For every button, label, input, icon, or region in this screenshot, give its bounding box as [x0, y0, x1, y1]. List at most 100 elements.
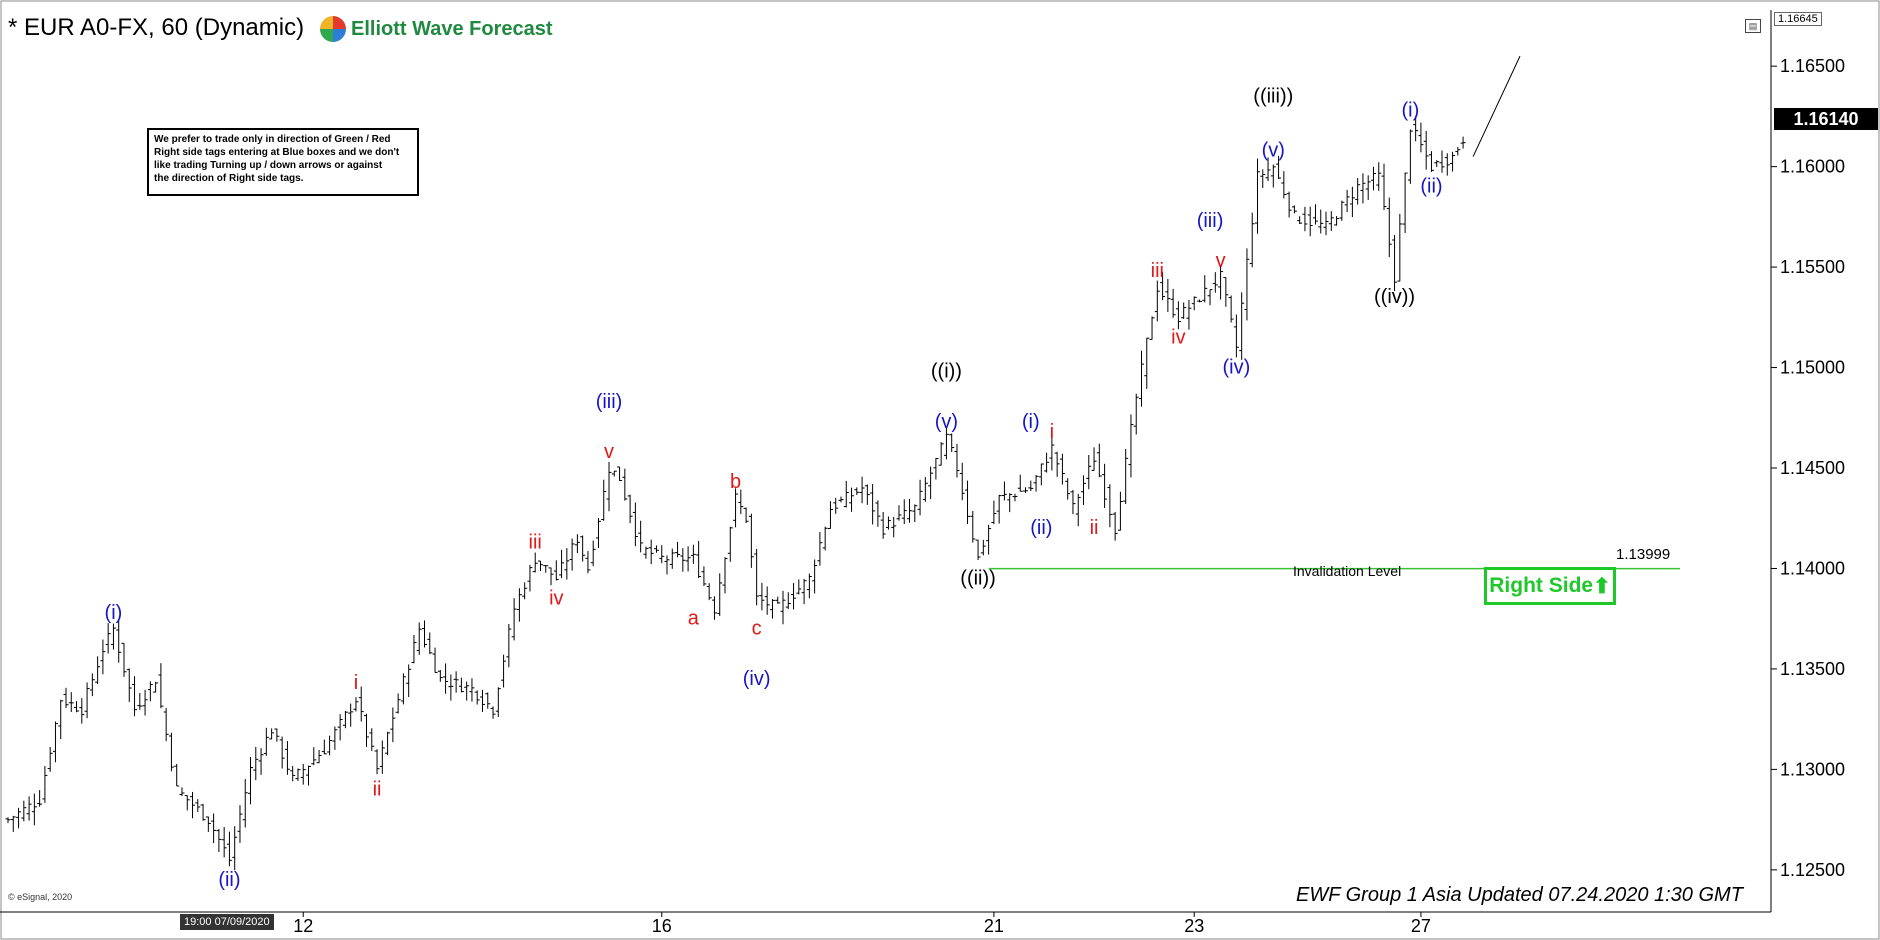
ohlc-bar	[1291, 205, 1297, 214]
wave-label: ((iv))	[1374, 286, 1415, 308]
ohlc-bar	[1281, 171, 1287, 199]
logo-icon	[320, 16, 346, 42]
ohlc-bar	[1160, 272, 1166, 301]
ohlc-bar	[880, 511, 886, 539]
wave-label: (iii)	[1197, 210, 1224, 232]
ohlc-bar	[569, 538, 575, 571]
ohlc-bar	[421, 620, 427, 648]
ohlc-bar	[748, 513, 754, 568]
ohlc-bar	[1091, 447, 1097, 471]
wave-label: v	[604, 441, 614, 463]
ohlc-bar	[147, 681, 153, 702]
axis-ticks: 1.12500 1.13000 1.13500 1.14000 1.14500 1.150…	[293, 56, 1845, 936]
ohlc-bar	[242, 779, 248, 828]
ohlc-bar	[1028, 480, 1034, 492]
ohlc-bar	[1312, 204, 1318, 225]
ohlc-bar	[1038, 463, 1044, 486]
ohlc-bar	[126, 668, 132, 702]
ohlc-bar	[379, 740, 385, 774]
brand-name: Elliott Wave Forecast	[351, 17, 553, 40]
ohlc-bar	[759, 582, 765, 611]
y-tick-label: 1.14500	[1780, 458, 1845, 478]
ohlc-bar	[316, 749, 322, 764]
ohlc-bar	[84, 682, 90, 719]
ohlc-bar	[490, 706, 496, 719]
ohlc-bar	[965, 480, 971, 524]
wave-label: (ii)	[1420, 176, 1442, 198]
ohlc-bar	[1017, 474, 1023, 492]
ohlc-bar	[1244, 248, 1250, 321]
ohlc-bar	[601, 479, 607, 521]
wave-label: (iii)	[596, 391, 623, 413]
ohlc-bar	[1428, 151, 1434, 172]
ohlc-bar	[5, 817, 11, 824]
ohlc-bar	[464, 681, 470, 701]
ohlc-bar	[327, 735, 333, 756]
ohlc-bar	[279, 736, 285, 769]
ohlc-bar	[121, 642, 127, 677]
ohlc-bar	[427, 632, 433, 655]
ohlc-bar	[232, 826, 238, 871]
ohlc-bar	[353, 697, 359, 712]
ohlc-bar	[506, 624, 512, 668]
ohlc-bar	[775, 596, 781, 604]
ohlc-bar	[885, 516, 891, 530]
wave-label: ((i))	[931, 361, 962, 383]
ohlc-bar	[1249, 212, 1255, 268]
ohlc-bar	[1439, 150, 1445, 173]
ohlc-bar	[10, 815, 16, 832]
ohlc-bar	[1191, 296, 1197, 311]
ohlc-bar	[221, 826, 227, 858]
ohlc-bar	[1202, 275, 1208, 303]
ohlc-bar	[1297, 216, 1303, 224]
ohlc-bar	[638, 520, 644, 553]
maximize-icon[interactable]: ▤	[1745, 19, 1761, 33]
ohlc-bar	[385, 731, 391, 756]
ohlc-bar	[917, 479, 923, 516]
ohlc-bar	[390, 707, 396, 743]
ohlc-bar	[263, 727, 269, 756]
ohlc-bar	[991, 500, 997, 525]
copyright: © eSignal, 2020	[8, 892, 73, 902]
ohlc-bar	[1144, 337, 1150, 389]
ohlc-bar	[1460, 136, 1466, 149]
ohlc-bar	[1365, 175, 1371, 200]
ohlc-bar	[495, 687, 501, 717]
top-price-label: 1.16645	[1774, 12, 1822, 26]
ohlc-bar	[933, 457, 939, 480]
ohlc-bar	[986, 524, 992, 555]
wave-label: c	[752, 618, 762, 640]
ohlc-bar	[527, 564, 533, 592]
ohlc-bar	[1355, 177, 1361, 205]
ohlc-bar	[1033, 475, 1039, 492]
ohlc-bar	[516, 588, 522, 622]
ohlc-bar	[537, 560, 543, 572]
ohlc-bar	[1059, 453, 1065, 485]
ohlc-bar	[564, 548, 570, 580]
ohlc-bar	[938, 442, 944, 466]
ohlc-bar	[627, 494, 633, 524]
x-tick-label: 12	[293, 916, 313, 936]
ohlc-bar	[849, 487, 855, 512]
ohlc-bar	[458, 677, 464, 693]
ohlc-bar	[248, 757, 254, 805]
ohlc-bar	[153, 681, 159, 693]
ohlc-bar	[74, 701, 80, 713]
ohlc-bar	[928, 466, 934, 500]
ohlc-bar	[479, 690, 485, 712]
ohlc-bar	[290, 765, 296, 782]
updated-stamp: EWF Group 1 Asia Updated 07.24.2020 1:30…	[1296, 884, 1743, 906]
ohlc-bar	[806, 573, 812, 599]
ohlc-bar	[954, 443, 960, 478]
ohlc-bar	[216, 828, 222, 853]
ohlc-bar	[791, 583, 797, 610]
ohlc-bar	[1023, 487, 1029, 494]
wave-label: (ii)	[218, 869, 240, 891]
ohlc-bar	[1123, 448, 1129, 505]
ohlc-bar	[922, 477, 928, 502]
ohlc-bar	[706, 583, 712, 601]
ohlc-bar	[406, 664, 412, 698]
ohlc-bar	[733, 488, 739, 528]
ohlc-bar	[132, 676, 138, 717]
